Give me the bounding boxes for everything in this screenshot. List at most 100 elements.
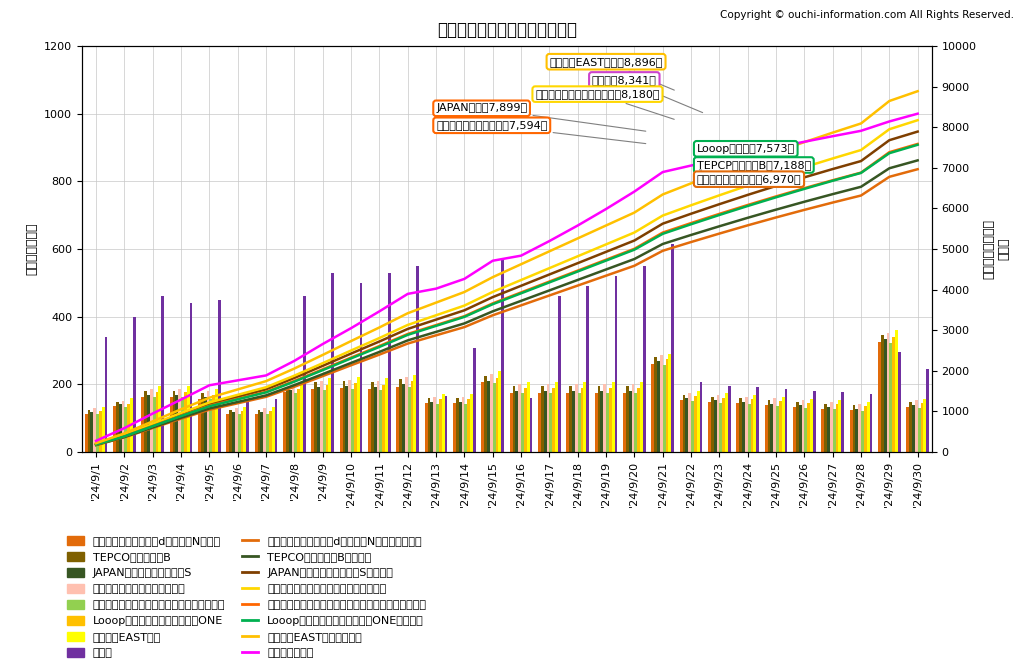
Bar <box>147 395 150 452</box>
シン・エナジー：きほんプラン（累積） <box>883 125 895 133</box>
タダ電（累積） <box>146 410 159 418</box>
Bar <box>611 382 614 452</box>
Bar <box>144 390 147 452</box>
TEPCO：従量電灯B（累積） <box>203 404 216 412</box>
よかエネEAST電灯（累積） <box>486 273 499 281</box>
Text: JAPAN電力：7,899円: JAPAN電力：7,899円 <box>436 104 646 131</box>
Looopでんき：スマートタイムONE（累積） <box>656 230 669 238</box>
タダ電（累積） <box>90 437 102 445</box>
九電みらいエナジー：dポイントNプラン（累積） <box>459 323 471 331</box>
Bar <box>385 378 388 452</box>
シン・エナジー：きほんプラン（累積） <box>459 301 471 309</box>
Bar <box>909 402 912 452</box>
Bar <box>736 403 739 452</box>
よかエネEAST電灯（累積） <box>713 169 725 177</box>
Bar <box>493 383 496 452</box>
Bar <box>581 388 584 452</box>
タダ電（累積） <box>713 155 725 163</box>
Bar <box>382 384 385 452</box>
シン・エナジー：【夜】生活フィットプラン（累積） <box>544 278 556 286</box>
よかエネEAST電灯（累積） <box>685 179 697 187</box>
タダ電（累積） <box>770 143 782 151</box>
JAPAN電力：くらしプランS（累積） <box>656 220 669 228</box>
Bar <box>93 408 96 452</box>
Bar <box>260 412 263 452</box>
Bar <box>295 394 297 452</box>
Bar <box>473 347 476 452</box>
タダ電（累積） <box>430 285 442 293</box>
Bar <box>246 399 249 452</box>
Bar <box>623 394 626 452</box>
TEPCO：従量電灯B（累積） <box>770 206 782 214</box>
よかエネEAST電灯（累積） <box>883 97 895 105</box>
Looopでんき：スマートタイムONE（累積） <box>231 395 244 403</box>
よかエネEAST電灯（累積） <box>600 222 612 230</box>
Bar <box>354 383 356 452</box>
Line: 九電みらいエナジー：dポイントNプラン（累積）: 九電みらいエナジー：dポイントNプラン（累積） <box>96 169 918 445</box>
Bar <box>765 405 768 452</box>
シン・エナジー：きほんプラン（累積） <box>289 372 301 380</box>
シン・エナジー：【夜】生活フィットプラン（累積） <box>713 210 725 218</box>
TEPCO：従量電灯B（累積） <box>90 441 102 449</box>
Bar <box>609 388 611 452</box>
Bar <box>104 337 108 452</box>
TEPCO：従量電灯B（累積） <box>799 198 811 206</box>
Bar <box>496 378 499 452</box>
TEPCO：従量電灯B（累積） <box>685 231 697 239</box>
Text: TEPCP従量電灯B：7,188円: TEPCP従量電灯B：7,188円 <box>696 160 811 170</box>
Text: タダ電：8,341円: タダ電：8,341円 <box>592 75 702 113</box>
Bar <box>244 406 246 452</box>
Bar <box>489 374 493 452</box>
よかエネEAST電灯（累積） <box>119 430 131 438</box>
Bar <box>433 396 436 452</box>
Bar <box>311 389 314 452</box>
Bar <box>408 387 411 452</box>
Bar <box>739 398 742 452</box>
Bar <box>552 388 555 452</box>
よかエネEAST電灯（累積） <box>373 323 385 331</box>
タダ電（累積） <box>911 110 924 118</box>
シン・エナジー：きほんプラン（累積） <box>855 146 867 154</box>
Bar <box>326 384 329 452</box>
Bar <box>841 392 844 452</box>
Bar <box>586 286 589 452</box>
よかエネEAST電灯（累積） <box>401 309 414 317</box>
Bar <box>499 371 501 452</box>
Bar <box>368 389 371 452</box>
Bar <box>781 396 784 452</box>
九電みらいエナジー：dポイントNプラン（累積） <box>544 291 556 299</box>
Bar <box>439 399 441 452</box>
Bar <box>626 386 629 452</box>
TEPCO：従量電灯B（累積） <box>459 319 471 327</box>
Bar <box>807 402 810 452</box>
タダ電（累積） <box>685 161 697 169</box>
シン・エナジー：【夜】生活フィットプラン（累積） <box>146 422 159 430</box>
タダ電（累積） <box>316 340 329 348</box>
タダ電（累積） <box>345 324 357 332</box>
Bar <box>566 394 569 452</box>
九電みらいエナジー：dポイントNプラン（累積） <box>855 191 867 199</box>
Bar <box>584 382 586 452</box>
九電みらいエナジー：dポイントNプラン（累積） <box>401 339 414 347</box>
タダ電（累積） <box>119 424 131 432</box>
よかエネEAST電灯（累積） <box>146 418 159 426</box>
Bar <box>683 395 685 452</box>
シン・エナジー：きほんプラン（累積） <box>770 172 782 180</box>
Bar <box>912 405 914 452</box>
Bar <box>728 386 731 452</box>
タダ電（累積） <box>656 168 669 176</box>
タダ電（累積） <box>401 290 414 298</box>
タダ電（累積） <box>459 275 471 283</box>
九電みらいエナジー：dポイントNプラン（累積） <box>146 424 159 432</box>
Bar <box>685 398 688 452</box>
よかエネEAST電灯（累積） <box>911 87 924 95</box>
JAPAN電力：くらしプランS（累積） <box>231 392 244 400</box>
Bar <box>651 364 654 452</box>
シン・エナジー：【夜】生活フィットプラン（累積） <box>515 288 527 296</box>
Bar <box>725 393 728 452</box>
Bar <box>555 382 558 452</box>
JAPAN電力：くらしプランS（累積） <box>685 210 697 218</box>
Bar <box>799 405 802 452</box>
Bar <box>770 404 773 452</box>
シン・エナジー：【夜】生活フィットプラン（累積） <box>316 365 329 373</box>
